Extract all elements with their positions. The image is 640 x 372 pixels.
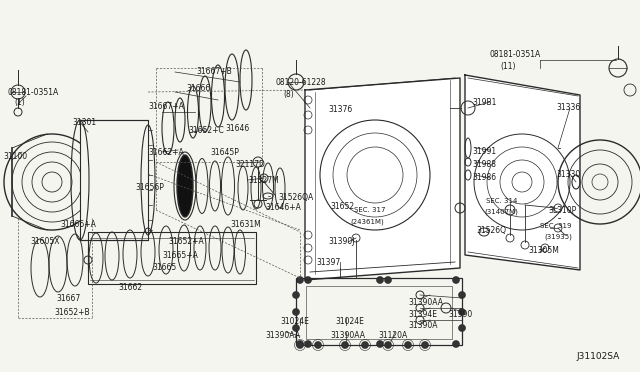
Text: 31120A: 31120A xyxy=(378,331,407,340)
Text: 31390A: 31390A xyxy=(408,321,438,330)
Circle shape xyxy=(385,341,392,349)
Text: 08181-0351A: 08181-0351A xyxy=(8,88,60,97)
Circle shape xyxy=(305,276,312,283)
Circle shape xyxy=(458,308,465,315)
Text: 31652+A: 31652+A xyxy=(168,237,204,246)
Circle shape xyxy=(452,276,460,283)
Text: 31605X: 31605X xyxy=(30,237,60,246)
Circle shape xyxy=(376,276,383,283)
Text: 08181-0351A: 08181-0351A xyxy=(490,50,541,59)
Text: 31301: 31301 xyxy=(72,118,96,127)
Text: 31667: 31667 xyxy=(56,294,80,303)
Text: J31102SA: J31102SA xyxy=(576,352,620,361)
Circle shape xyxy=(292,308,300,315)
Text: 31327M: 31327M xyxy=(248,176,279,185)
Bar xyxy=(88,232,256,284)
Text: 31991: 31991 xyxy=(472,147,496,156)
Text: 31666+A: 31666+A xyxy=(60,220,96,229)
Text: 31330: 31330 xyxy=(556,170,580,179)
Text: 31662+A: 31662+A xyxy=(148,148,184,157)
Text: 31665+A: 31665+A xyxy=(162,251,198,260)
Polygon shape xyxy=(465,75,580,270)
Text: SEC. 314: SEC. 314 xyxy=(486,198,517,204)
Text: 31652: 31652 xyxy=(330,202,354,211)
Circle shape xyxy=(296,276,303,283)
Circle shape xyxy=(458,324,465,331)
Text: 31666: 31666 xyxy=(186,84,211,93)
Text: 31645P: 31645P xyxy=(210,148,239,157)
Circle shape xyxy=(362,341,369,349)
Text: 31390AA: 31390AA xyxy=(408,298,443,307)
Text: 31652+C: 31652+C xyxy=(188,126,224,135)
Text: 31646+A: 31646+A xyxy=(265,203,301,212)
Text: 31988: 31988 xyxy=(472,160,496,169)
Text: 31526Q: 31526Q xyxy=(476,226,506,235)
Bar xyxy=(306,286,452,339)
Text: 31305M: 31305M xyxy=(528,246,559,255)
Circle shape xyxy=(292,324,300,331)
Text: 31631M: 31631M xyxy=(230,220,260,229)
Text: 31100: 31100 xyxy=(3,152,27,161)
Circle shape xyxy=(422,341,429,349)
Text: 31394E: 31394E xyxy=(408,310,437,319)
Text: 3L310P: 3L310P xyxy=(548,206,576,215)
Text: 31390J: 31390J xyxy=(328,237,355,246)
Circle shape xyxy=(314,341,321,349)
Circle shape xyxy=(296,340,303,347)
Text: (1): (1) xyxy=(14,98,25,107)
Circle shape xyxy=(305,340,312,347)
Circle shape xyxy=(292,292,300,298)
Text: 31376: 31376 xyxy=(328,105,352,114)
Text: 31667+B: 31667+B xyxy=(196,67,232,76)
Bar xyxy=(80,120,148,240)
Polygon shape xyxy=(305,78,460,280)
Text: (8): (8) xyxy=(283,90,294,99)
Text: 31390AA: 31390AA xyxy=(265,331,300,340)
Text: (31407M): (31407M) xyxy=(484,208,518,215)
Text: 31652+B: 31652+B xyxy=(54,308,90,317)
Circle shape xyxy=(452,340,460,347)
Text: 31390AA: 31390AA xyxy=(330,331,365,340)
Circle shape xyxy=(376,340,383,347)
Circle shape xyxy=(342,341,349,349)
Text: 31667+A: 31667+A xyxy=(148,102,184,111)
Text: 31024E: 31024E xyxy=(280,317,309,326)
Text: (24361M): (24361M) xyxy=(350,218,384,224)
Ellipse shape xyxy=(177,155,193,217)
Text: 319B1: 319B1 xyxy=(472,98,497,107)
Text: 31656P: 31656P xyxy=(135,183,164,192)
Text: (11): (11) xyxy=(500,62,515,71)
Text: 31986: 31986 xyxy=(472,173,496,182)
Text: SEC. 319: SEC. 319 xyxy=(540,223,572,229)
Circle shape xyxy=(458,292,465,298)
Text: 31526QA: 31526QA xyxy=(278,193,313,202)
Text: 32117D: 32117D xyxy=(235,160,265,169)
Text: 08120-61228: 08120-61228 xyxy=(275,78,326,87)
Text: 31336: 31336 xyxy=(556,103,580,112)
Text: 31662: 31662 xyxy=(118,283,142,292)
Text: SEC. 317: SEC. 317 xyxy=(354,207,385,213)
Text: 31397: 31397 xyxy=(316,258,340,267)
Bar xyxy=(296,278,462,345)
Text: 31646: 31646 xyxy=(225,124,249,133)
Circle shape xyxy=(404,341,412,349)
Circle shape xyxy=(296,341,303,349)
Text: 31390: 31390 xyxy=(448,310,472,319)
Text: 31024E: 31024E xyxy=(335,317,364,326)
Text: 31665: 31665 xyxy=(152,263,176,272)
Circle shape xyxy=(385,276,392,283)
Text: (31935): (31935) xyxy=(544,233,572,240)
